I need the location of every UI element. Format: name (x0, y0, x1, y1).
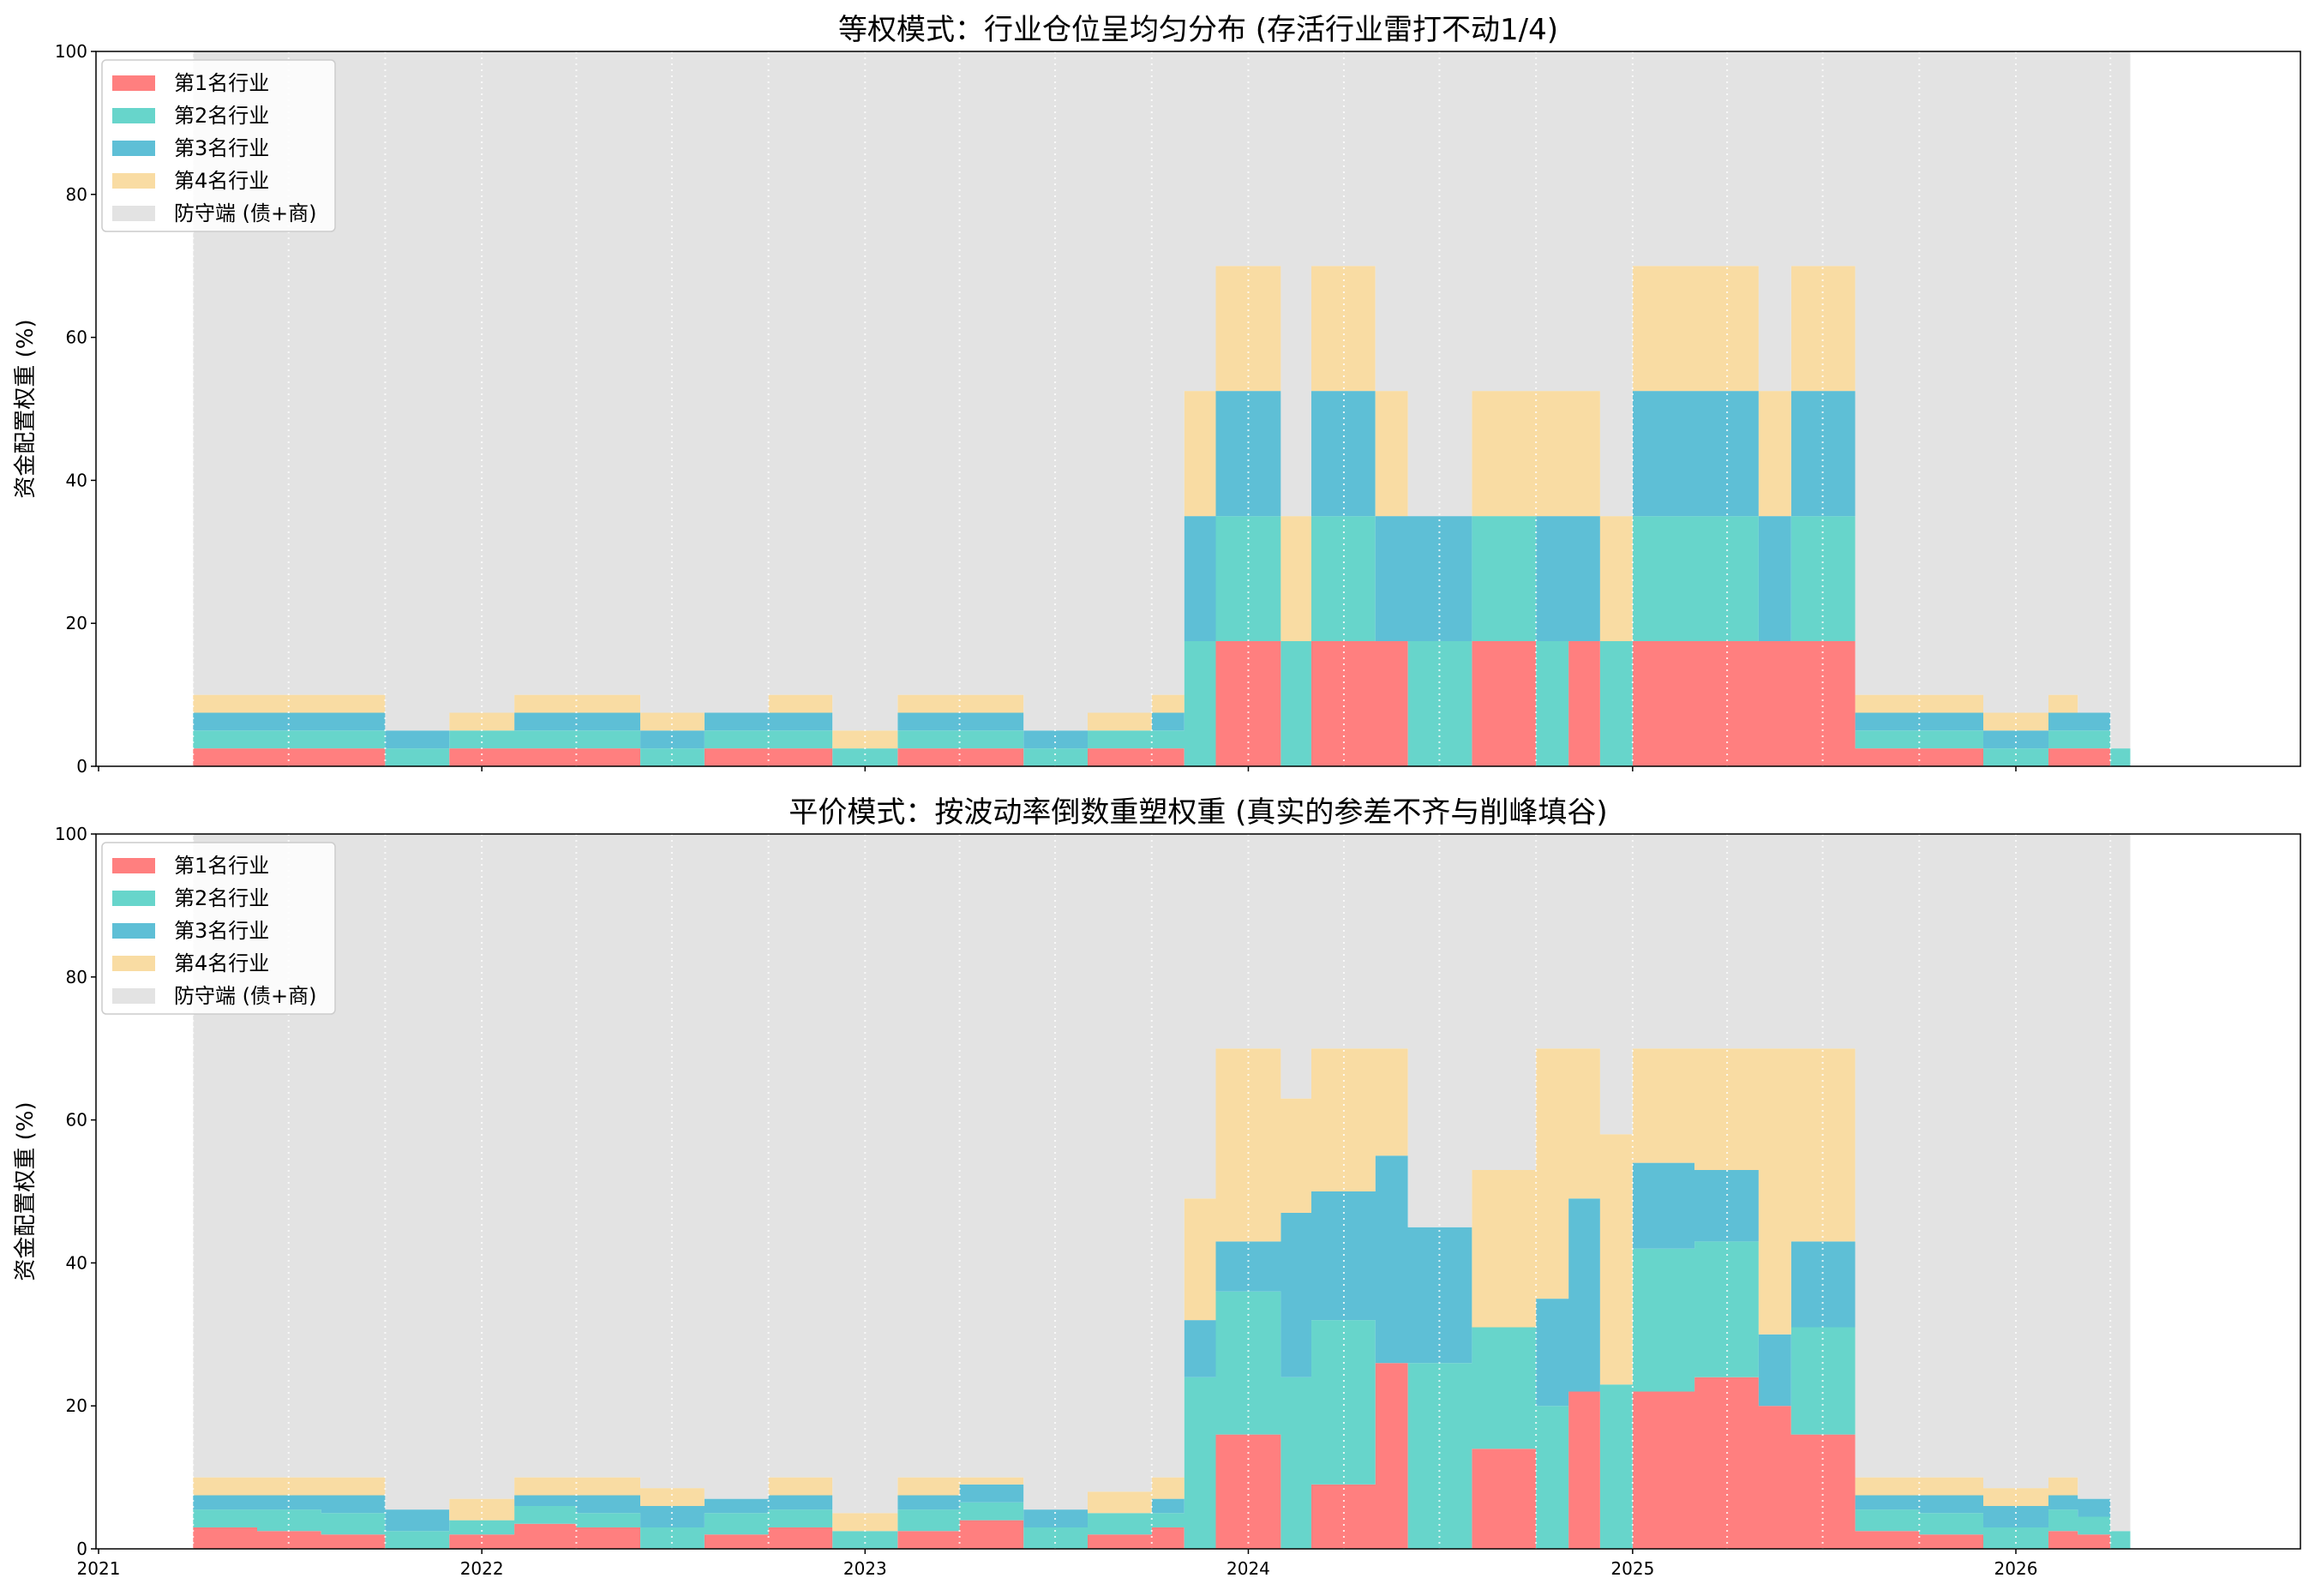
legend-box (101, 842, 336, 1015)
x-tick-label: 2022 (460, 1558, 504, 1579)
x-tick-label: 2025 (1610, 1558, 1654, 1579)
y-tick-label: 40 (66, 1252, 87, 1273)
legend-swatch (112, 923, 155, 939)
plot-frame (95, 51, 2301, 767)
chart-panel-1: 0 20 40 60 80 100 等权模式：行业仓位呈均匀分布 (存活行业雷打不动1/4)… (13, 13, 2301, 777)
y-axis-label: 资金配置权重 (%) (13, 1101, 39, 1281)
y-tick-label: 20 (66, 1395, 87, 1416)
x-tick-label: 2026 (1994, 1558, 2038, 1579)
legend-swatch (112, 108, 155, 123)
legend-label: 防守端 (债+商) (174, 201, 316, 225)
y-tick-label: 0 (76, 756, 87, 777)
legend-swatch (112, 173, 155, 189)
legend-label: 第2名行业 (174, 104, 269, 128)
y-tick-label: 100 (55, 824, 87, 844)
legend-label: 第4名行业 (174, 169, 269, 193)
legend-swatch (112, 956, 155, 971)
legend-label: 第3名行业 (174, 919, 269, 943)
series-area-5 (193, 834, 2131, 1532)
series-area-1 (193, 1363, 2131, 1549)
stacked-areas (193, 834, 2131, 1549)
legend-swatch (112, 206, 155, 221)
series-area-2 (193, 1241, 2131, 1549)
x-tick-label: 2023 (843, 1558, 887, 1579)
series-area-5 (193, 51, 2131, 749)
series-area-3 (193, 391, 2131, 749)
chart-title: 等权模式：行业仓位呈均匀分布 (存活行业雷打不动1/4) (838, 13, 1558, 47)
legend-label: 第4名行业 (174, 951, 269, 975)
y-tick-label: 80 (66, 967, 87, 987)
legend-label: 第1名行业 (174, 71, 269, 95)
series-area-4 (193, 266, 2131, 749)
legend-swatch (112, 75, 155, 91)
legend-swatch (112, 891, 155, 906)
x-tick-label: 2024 (1226, 1558, 1270, 1579)
month-grid (192, 834, 2112, 1549)
y-tick-label: 40 (66, 470, 87, 490)
y-tick-label: 80 (66, 184, 87, 205)
y-tick-label: 60 (66, 327, 87, 348)
legend-label: 第1名行业 (174, 854, 269, 878)
legend-swatch (112, 141, 155, 156)
x-tick-label: 2021 (77, 1558, 121, 1579)
y-tick-label: 60 (66, 1110, 87, 1131)
legend-box (101, 59, 336, 232)
legend-label: 防守端 (债+商) (174, 984, 316, 1008)
legend-swatch (112, 988, 155, 1004)
series-area-2 (193, 516, 2131, 766)
series-area-1 (193, 641, 2131, 766)
y-tick-label: 0 (76, 1539, 87, 1559)
legend-label: 第3名行业 (174, 136, 269, 160)
legend-swatch (112, 858, 155, 873)
stacked-areas (193, 51, 2131, 766)
y-axis-label: 资金配置权重 (%) (13, 319, 39, 498)
plot-frame (95, 833, 2301, 1550)
legend-label: 第2名行业 (174, 886, 269, 910)
series-area-4 (193, 1048, 2131, 1532)
month-grid (192, 51, 2112, 766)
y-tick-label: 20 (66, 613, 87, 633)
chart-title: 平价模式：按波动率倒数重塑权重 (真实的参差不齐与削峰填谷) (789, 795, 1607, 830)
chart-panel-2: 0 20 40 60 80 100 2021 2022 2023 2024 2025 2026 平价模式… (13, 795, 2301, 1579)
y-tick-label: 100 (55, 41, 87, 62)
